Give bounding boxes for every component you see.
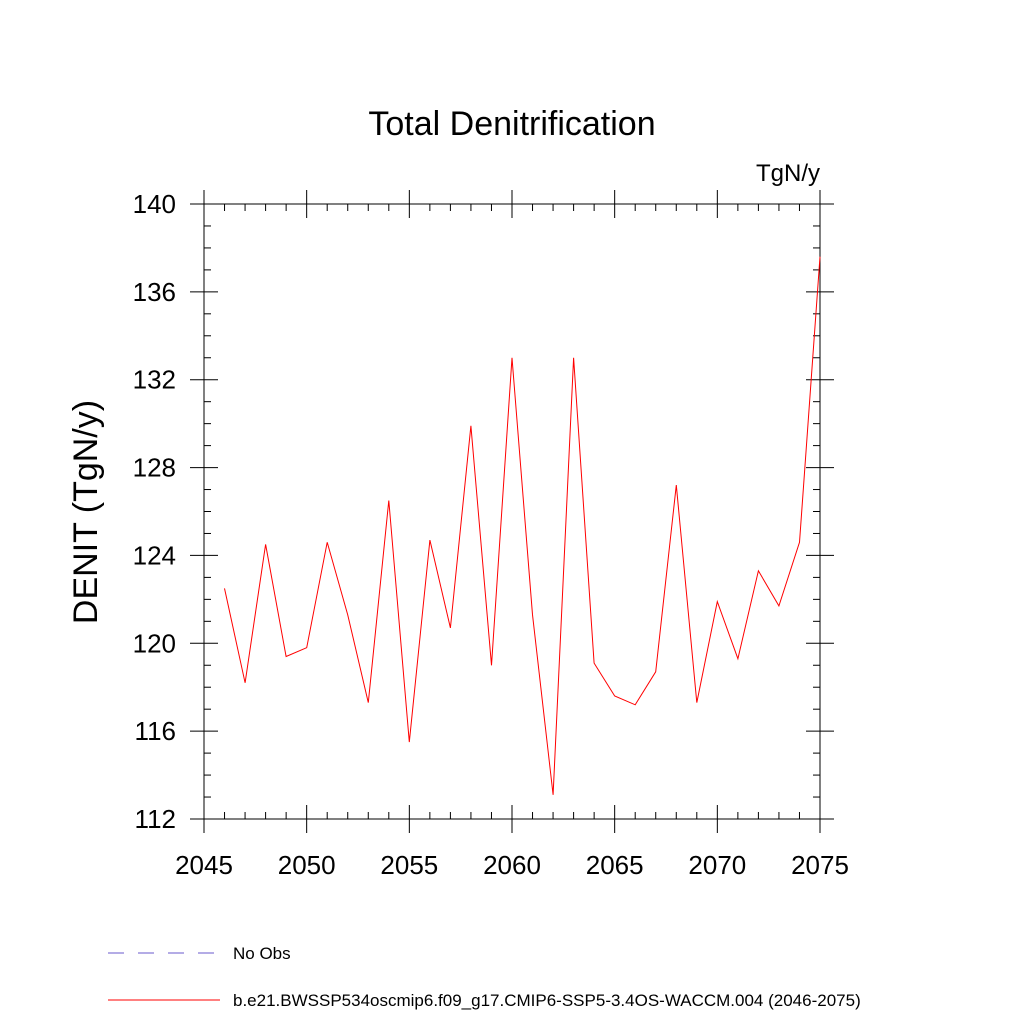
- legend-label-no-obs: No Obs: [233, 944, 291, 963]
- series-line-0: [224, 256, 821, 795]
- series-layer: [224, 256, 821, 795]
- y-tick-label: 140: [133, 189, 176, 219]
- plot-border: [203, 203, 821, 820]
- chart-title: Total Denitrification: [368, 105, 655, 143]
- x-tick-label: 2070: [688, 850, 746, 880]
- x-axis-ticks: 2045 2050 2055 2060 2065 2070 2075: [175, 190, 849, 880]
- y-tick-label: 132: [133, 365, 176, 395]
- y-tick-label: 128: [133, 453, 176, 483]
- plot-frame: [203, 203, 821, 820]
- y-axis-ticks: 112 116 120 124 128 132 136 140: [133, 189, 834, 834]
- x-tick-label: 2060: [483, 850, 541, 880]
- x-tick-label: 2055: [380, 850, 438, 880]
- y-tick-label: 120: [133, 628, 176, 658]
- legend: No Obs b.e21.BWSSP534oscmip6.f09_g17.CMI…: [108, 944, 861, 1010]
- units-label: TgN/y: [756, 160, 820, 187]
- y-tick-label: 136: [133, 277, 176, 307]
- x-tick-label: 2075: [791, 850, 849, 880]
- x-tick-label: 2045: [175, 850, 233, 880]
- x-tick-label: 2050: [278, 850, 336, 880]
- y-tick-label: 112: [135, 804, 176, 834]
- x-tick-label: 2065: [586, 850, 644, 880]
- y-tick-label: 124: [133, 540, 176, 570]
- legend-label-model-run: b.e21.BWSSP534oscmip6.f09_g17.CMIP6-SSP5…: [233, 991, 861, 1010]
- y-axis-label: DENIT (TgN/y): [67, 400, 105, 624]
- y-tick-label: 116: [135, 716, 176, 746]
